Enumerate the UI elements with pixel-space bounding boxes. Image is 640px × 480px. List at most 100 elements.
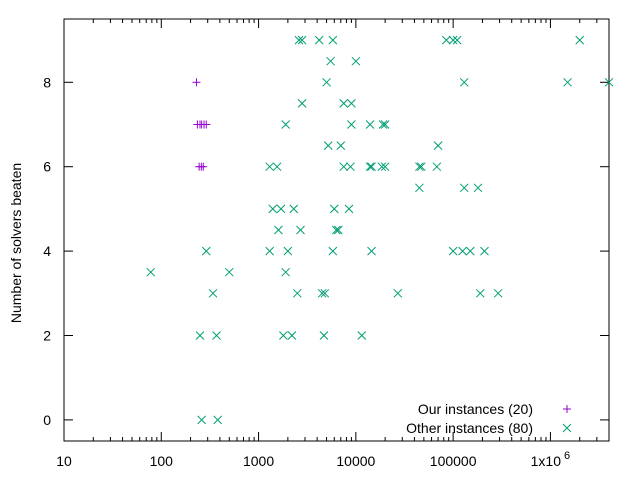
x-tick-label: 10: [56, 453, 72, 469]
other-instance-point: [297, 99, 307, 108]
other-instance-point: [328, 246, 338, 256]
other-instance-point: [367, 246, 376, 256]
legend-marker: [562, 423, 572, 433]
other-instance-point: [344, 204, 354, 214]
other-instance-point: [326, 56, 335, 66]
other-instance-point: [296, 225, 305, 235]
other-instance-point: [480, 246, 489, 256]
other-instance-point: [380, 120, 390, 129]
other-instance-point: [441, 35, 451, 45]
other-instance-point: [365, 120, 375, 129]
other-instance-point: [377, 162, 387, 172]
other-instance-point: [272, 162, 282, 172]
other-instance-point: [201, 246, 211, 256]
other-instance-point: [146, 267, 156, 277]
other-instance-point: [276, 204, 286, 214]
other-instance-point: [224, 267, 234, 277]
other-instance-point: [328, 35, 338, 45]
other-instance-point: [317, 288, 327, 298]
other-instance-point: [475, 288, 485, 298]
other-instance-point: [493, 288, 503, 298]
other-instance-point: [415, 162, 424, 172]
x-tick-label: 100000: [430, 453, 477, 469]
y-axis-title: Number of solvers beaten: [8, 163, 24, 323]
other-instance-point: [197, 415, 207, 425]
other-instance-point: [195, 331, 205, 340]
x-tick-label: 100: [150, 453, 174, 469]
other-instance-point: [320, 288, 330, 298]
data-points: [146, 35, 614, 425]
y-tick-label: 4: [43, 243, 51, 259]
y-tick-label: 8: [43, 74, 51, 90]
our-instance-point: [192, 78, 201, 87]
other-instance-point: [458, 246, 467, 256]
other-instance-point: [465, 246, 475, 256]
other-instance-point: [292, 288, 302, 298]
other-instance-point: [378, 120, 388, 129]
other-instance-point: [448, 246, 458, 256]
other-instance-point: [433, 141, 443, 150]
x-tick-label: 10000: [336, 453, 375, 469]
other-instance-point: [297, 35, 307, 45]
other-instance-point: [265, 162, 275, 172]
y-tick-label: 0: [43, 412, 51, 428]
other-instance-point: [339, 99, 349, 108]
other-instance-point: [432, 162, 442, 172]
other-instance-point: [452, 35, 462, 45]
other-instance-point: [357, 331, 367, 340]
other-instance-point: [322, 77, 331, 87]
other-instance-point: [281, 120, 291, 129]
other-instance-point: [319, 331, 329, 340]
other-instance-point: [213, 415, 223, 425]
other-instance-point: [347, 99, 356, 108]
other-instance-point: [459, 77, 469, 87]
x-tick-label: 1000: [243, 453, 274, 469]
other-instance-point: [281, 267, 291, 277]
x-tick-label: 1x10 6: [531, 450, 571, 469]
other-instance-point: [351, 56, 361, 66]
other-instance-point: [393, 288, 403, 298]
other-instance-point: [473, 183, 483, 193]
other-instance-point: [287, 331, 297, 340]
plot-border: [63, 18, 610, 442]
other-instance-point: [336, 141, 346, 150]
other-instance-point: [604, 77, 614, 87]
other-instance-point: [448, 35, 458, 45]
y-tick-label: 2: [43, 328, 51, 344]
other-instance-point: [279, 331, 288, 340]
y-axis: 0 2 4 6 8: [43, 74, 609, 428]
other-instance-point: [274, 225, 283, 235]
other-instance-point: [268, 204, 278, 214]
other-instance-point: [339, 162, 349, 172]
other-instance-point: [331, 225, 341, 235]
other-instance-point: [563, 77, 572, 87]
legend: Our instances (20) Other instances (80): [406, 401, 572, 436]
y-tick-label: 6: [43, 159, 51, 175]
legend-label: Other instances (80): [406, 420, 533, 436]
plot-frame: [63, 18, 610, 442]
other-instance-point: [367, 162, 376, 172]
other-instance-point: [459, 183, 469, 193]
other-instance-point: [212, 331, 221, 340]
other-instance-point: [333, 225, 343, 235]
other-instance-point: [365, 162, 375, 172]
other-instance-point: [265, 246, 275, 256]
other-instance-point: [415, 183, 424, 193]
other-instance-point: [208, 288, 218, 298]
other-instance-point: [294, 35, 304, 45]
other-instance-point: [314, 35, 324, 45]
other-instance-point: [575, 35, 585, 45]
other-instance-point: [329, 204, 339, 214]
other-instance-point: [346, 162, 355, 172]
other-instance-point: [289, 204, 299, 214]
our-instance-point: [199, 162, 208, 171]
legend-label: Our instances (20): [418, 401, 533, 417]
legend-marker: [563, 405, 571, 413]
other-instance-point: [416, 162, 426, 172]
our-instance-point: [202, 120, 211, 129]
x-tick-exponent: 6: [561, 450, 570, 462]
other-instance-point: [347, 120, 356, 129]
other-instance-point: [380, 162, 390, 172]
other-instance-point: [323, 141, 333, 150]
